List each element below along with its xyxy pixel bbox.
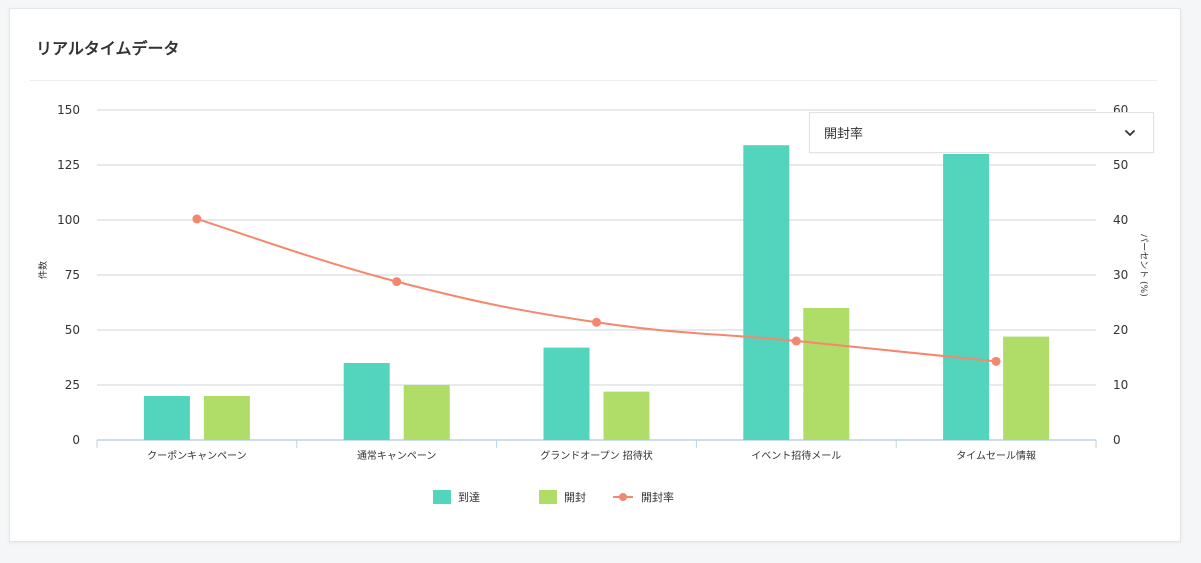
bar-opened	[403, 385, 450, 440]
bar-arrived	[743, 145, 790, 440]
bar-arrived	[943, 154, 990, 440]
open-rate-line	[196, 217, 997, 363]
bar-opened	[603, 391, 650, 440]
x-category-label: イベント招待メール	[751, 449, 841, 462]
y-tick-label: 50	[65, 323, 80, 337]
y2-tick-label: 20	[1113, 323, 1128, 337]
y2-tick-label: 30	[1113, 268, 1128, 282]
open-rate-point	[592, 317, 601, 327]
legend-swatch-opened	[539, 490, 557, 504]
legend-label-open-rate: 開封率	[641, 490, 674, 504]
y-tick-label: 25	[65, 378, 80, 392]
open-rate-point	[192, 214, 202, 224]
y2-axis-title: パーセント (%)	[1138, 233, 1149, 296]
y-tick-label: 150	[57, 103, 80, 117]
bar-opened	[803, 308, 850, 440]
open-rate-point	[791, 336, 801, 346]
y2-tick-label: 10	[1113, 378, 1128, 392]
card-title: リアルタイムデータ	[36, 39, 180, 58]
series-select-value: 開封率	[824, 127, 864, 142]
y2-tick-label: 40	[1113, 213, 1128, 227]
bar-opened	[1003, 336, 1050, 440]
open-rate-point	[392, 277, 402, 287]
chevron-down-icon	[1125, 129, 1135, 136]
y-tick-label: 0	[72, 433, 80, 447]
series-select-dropdown[interactable]: 開封率	[809, 112, 1154, 153]
bar-arrived	[543, 347, 590, 440]
y2-tick-label: 50	[1113, 158, 1128, 172]
title-divider	[30, 80, 1157, 81]
legend-marker-open-rate	[619, 493, 627, 501]
legend-swatch-arrived	[433, 490, 451, 504]
x-category-label: クーポンキャンペーン	[147, 450, 247, 462]
legend-label-opened: 開封	[564, 490, 586, 504]
y-tick-label: 125	[57, 158, 80, 172]
y-tick-label: 75	[65, 268, 80, 282]
bar-arrived	[143, 396, 190, 440]
x-category-label: 通常キャンペーン	[357, 449, 437, 462]
x-category-label: タイムセール情報	[956, 449, 1036, 462]
legend-label-arrived: 到達	[458, 491, 480, 504]
y-tick-label: 100	[57, 213, 80, 227]
x-category-label: グランドオープン 招待状	[540, 449, 653, 462]
y-axis-title: 件数	[37, 261, 49, 279]
open-rate-point	[991, 356, 1001, 366]
bar-opened	[203, 396, 250, 440]
y2-tick-label: 0	[1113, 433, 1121, 447]
bar-arrived	[343, 363, 390, 440]
